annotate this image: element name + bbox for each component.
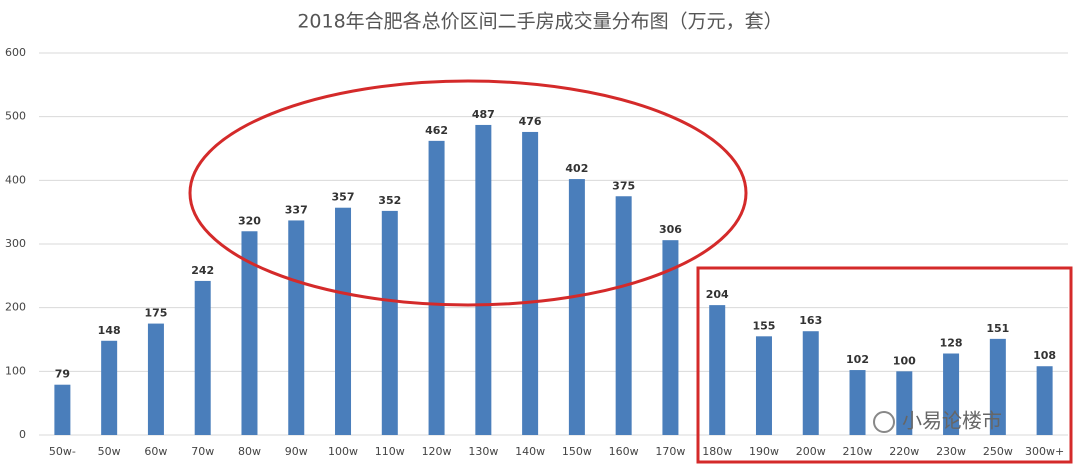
value-label: 155 [752,319,775,332]
x-tick-label: 140w [515,445,545,458]
value-label: 151 [986,322,1009,335]
value-label: 175 [144,307,167,320]
value-label: 79 [55,368,70,381]
bar [1036,366,1053,435]
bar [381,210,398,435]
y-tick-label: 400 [5,173,26,186]
bar [522,131,539,436]
chart-title: 2018年合肥各总价区间二手房成交量分布图（万元，套） [297,11,782,33]
x-tick-label: 160w [609,445,639,458]
x-tick-label: 250w [983,445,1013,458]
x-tick-label: 90w [285,445,308,458]
bar [54,384,71,435]
x-tick-label: 130w [468,445,498,458]
value-label: 148 [98,324,121,337]
x-tick-label: 220w [889,445,919,458]
value-label: 487 [472,108,495,121]
x-tick-label: 80w [238,445,261,458]
value-label: 128 [940,337,963,350]
x-tick-label: 210w [843,445,873,458]
value-label: 242 [191,264,214,277]
x-tick-label: 190w [749,445,779,458]
value-label: 102 [846,353,869,366]
bar [662,240,679,435]
x-tick-label: 70w [191,445,214,458]
value-label: 306 [659,223,682,236]
x-tick-label: 150w [562,445,592,458]
bar [896,371,913,435]
bar [101,340,118,435]
x-tick-label: 120w [422,445,452,458]
value-label: 375 [612,179,635,192]
y-tick-label: 600 [5,46,26,59]
x-tick-label: 180w [702,445,732,458]
value-label: 337 [285,203,308,216]
value-label: 357 [332,191,355,204]
bar [568,179,585,435]
y-tick-label: 100 [5,364,26,377]
y-tick-label: 500 [5,110,26,123]
x-tick-label: 50w [98,445,121,458]
bar [428,140,445,436]
bar [802,331,819,435]
value-label: 320 [238,214,261,227]
highlight-ellipse [188,79,748,307]
bar [147,323,164,435]
x-tick-label: 50w- [49,445,76,458]
y-tick-label: 300 [5,237,26,250]
bar [943,353,960,435]
value-label: 100 [893,354,916,367]
value-label: 402 [565,162,588,175]
bar [335,207,352,435]
x-tick-label: 170w [655,445,685,458]
value-label: 204 [706,288,729,301]
bar [615,196,632,435]
value-label: 108 [1033,349,1056,362]
value-label: 476 [519,115,542,128]
bar [989,338,1006,435]
bar [241,231,258,435]
x-tick-label: 230w [936,445,966,458]
bar [849,370,866,435]
bar [288,220,305,435]
bar [194,280,211,435]
watermark: 小易论楼市 [902,409,1002,433]
value-label: 352 [378,194,401,207]
watermark-icon [873,411,895,433]
x-tick-label: 200w [796,445,826,458]
plot: 0 100 200 300 400 500 600 50w- 79 50w 148 60w 175 70w… [5,46,1068,458]
value-label: 163 [799,314,822,327]
x-tick-label: 100w [328,445,358,458]
highlight-box [696,266,1073,464]
value-label: 462 [425,124,448,137]
x-tick-label: 300w+ [1025,445,1064,458]
x-tick-label: 110w [375,445,405,458]
y-tick-label: 200 [5,301,26,314]
bar [755,336,772,435]
bar [709,305,726,435]
y-tick-label: 0 [19,428,26,441]
bar [475,124,492,436]
x-tick-label: 60w [144,445,167,458]
